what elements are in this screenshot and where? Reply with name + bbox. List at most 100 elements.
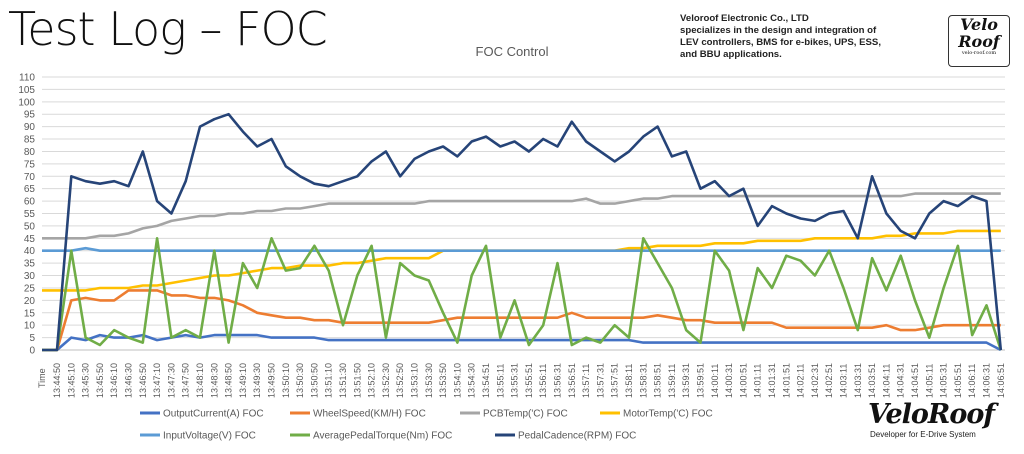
y-tick-label: 20 bbox=[24, 296, 36, 307]
y-tick-label: 70 bbox=[24, 172, 36, 183]
x-tick-label: 14:02:31 bbox=[810, 363, 820, 398]
x-tick-label: 13:52:30 bbox=[381, 363, 391, 398]
x-tick-label: 14:04:51 bbox=[910, 363, 920, 398]
x-tick-label: 13:55:31 bbox=[510, 363, 520, 398]
x-tick-label: 14:05:51 bbox=[953, 363, 963, 398]
x-tick-label: 13:57:51 bbox=[610, 363, 620, 398]
y-tick-label: 45 bbox=[24, 234, 36, 245]
x-tick-label: 13:45:30 bbox=[81, 363, 91, 398]
company-description: Veloroof Electronic Co., LTD specializes… bbox=[680, 13, 881, 61]
y-tick-label: 25 bbox=[24, 283, 36, 294]
x-tick-label: 13:56:51 bbox=[567, 363, 577, 398]
x-tick-label: 13:58:31 bbox=[638, 363, 648, 398]
x-tick-label: 14:01:31 bbox=[767, 363, 777, 398]
y-tick-label: 55 bbox=[24, 209, 36, 220]
x-tick-label: 13:52:50 bbox=[395, 363, 405, 398]
veloroof-logo-boxed: Velo Roof velo-roof.com bbox=[948, 15, 1010, 67]
x-tick-label: 13:59:11 bbox=[667, 364, 677, 398]
x-tick-label: 13:47:30 bbox=[166, 363, 176, 398]
x-tick-label: 13:59:31 bbox=[681, 363, 691, 398]
y-tick-label: 85 bbox=[24, 135, 36, 146]
x-tick-label: 13:46:30 bbox=[124, 363, 134, 398]
x-tick-label: 13:45:50 bbox=[95, 363, 105, 398]
x-tick-label: 14:03:11 bbox=[839, 364, 849, 398]
x-tick-label: 14:00:51 bbox=[738, 363, 748, 398]
logo-url: velo-roof.com bbox=[961, 50, 997, 56]
y-tick-label: 0 bbox=[29, 346, 35, 357]
x-tick-label: 13:53:50 bbox=[438, 363, 448, 398]
x-tick-label: 13:58:11 bbox=[624, 364, 634, 398]
x-tick-label: 13:48:30 bbox=[209, 363, 219, 398]
x-tick-label: 14:00:11 bbox=[710, 364, 720, 398]
x-tick-label: 13:56:31 bbox=[553, 363, 563, 398]
series-line-motortemp-c-foc bbox=[41, 229, 1001, 292]
x-tick-label: 14:06:31 bbox=[982, 363, 992, 398]
y-tick-label: 110 bbox=[19, 73, 35, 84]
legend-label: AveragePedalTorque(Nm) FOC bbox=[313, 431, 452, 442]
x-tick-label: 13:46:50 bbox=[138, 363, 148, 398]
x-tick-label: 14:01:51 bbox=[781, 363, 791, 398]
x-tick-label: 14:04:31 bbox=[896, 363, 906, 398]
x-tick-label: 13:54:51 bbox=[481, 363, 491, 398]
company-line: specializes in the design and integratio… bbox=[680, 25, 877, 36]
y-tick-label: 5 bbox=[29, 333, 35, 344]
y-tick-label: 90 bbox=[24, 122, 36, 133]
x-tick-label: 13:53:10 bbox=[410, 363, 420, 398]
company-line: Veloroof Electronic Co., LTD bbox=[680, 13, 809, 24]
x-axis-label: Time bbox=[37, 368, 47, 388]
y-tick-label: 15 bbox=[24, 308, 36, 319]
y-tick-label: 60 bbox=[24, 197, 36, 208]
x-tick-label: 13:56:11 bbox=[538, 364, 548, 398]
x-tick-label: 14:04:11 bbox=[881, 364, 891, 398]
x-tick-label: 13:58:51 bbox=[653, 363, 663, 398]
company-line: and BBU applications. bbox=[680, 49, 782, 60]
x-tick-label: 13:49:30 bbox=[252, 363, 262, 398]
x-tick-label: 13:54:30 bbox=[467, 363, 477, 398]
legend-label: PedalCadence(RPM) FOC bbox=[518, 431, 636, 442]
legend-label: OutputCurrent(A) FOC bbox=[163, 409, 264, 420]
x-tick-label: 13:53:30 bbox=[424, 363, 434, 398]
x-tick-label: 13:57:11 bbox=[581, 364, 591, 398]
series-line-pcbtemp-c-foc bbox=[41, 192, 1001, 240]
x-tick-label: 14:03:51 bbox=[867, 363, 877, 398]
x-tick-label: 14:05:11 bbox=[924, 364, 934, 398]
series-line-averagepedaltorque-nm-foc bbox=[42, 237, 1003, 352]
x-tick-label: 13:49:50 bbox=[267, 363, 277, 398]
series-line-pedalcadence-rpm-foc bbox=[42, 112, 1003, 352]
x-tick-label: 13:57:31 bbox=[595, 363, 605, 398]
y-tick-label: 95 bbox=[24, 110, 36, 121]
x-tick-label: 14:03:31 bbox=[853, 363, 863, 398]
legend-label: PCBTemp('C) FOC bbox=[483, 409, 568, 420]
y-tick-label: 105 bbox=[18, 85, 35, 96]
y-tick-label: 65 bbox=[24, 184, 36, 195]
company-line: LEV controllers, BMS for e-bikes, UPS, E… bbox=[680, 37, 881, 48]
y-tick-label: 75 bbox=[24, 159, 36, 170]
x-tick-label: 13:44:50 bbox=[52, 363, 62, 398]
logo-text: VeloRoof bbox=[868, 399, 995, 430]
legend-label: WheelSpeed(KM/H) FOC bbox=[313, 409, 426, 420]
x-tick-label: 13:50:10 bbox=[281, 363, 291, 398]
x-tick-label: 14:05:31 bbox=[939, 363, 949, 398]
y-tick-label: 35 bbox=[24, 259, 36, 270]
x-tick-label: 14:06:51 bbox=[996, 363, 1006, 398]
x-tick-label: 13:54:10 bbox=[452, 363, 462, 398]
x-tick-label: 13:48:10 bbox=[195, 363, 205, 398]
x-tick-label: 14:01:11 bbox=[753, 364, 763, 398]
y-tick-label: 30 bbox=[24, 271, 36, 282]
x-tick-label: 13:48:50 bbox=[224, 363, 234, 398]
y-tick-label: 100 bbox=[18, 97, 35, 108]
x-tick-label: 14:02:11 bbox=[796, 364, 806, 398]
series-line-wheelspeed-km-h-foc bbox=[42, 289, 1001, 352]
x-tick-label: 13:52:10 bbox=[367, 363, 377, 398]
series-line-outputcurrent-a-foc bbox=[42, 333, 1002, 352]
veloroof-logo: VeloRoof Developer for E-Drive System bbox=[868, 399, 1008, 440]
legend-label: MotorTemp('C) FOC bbox=[623, 409, 713, 420]
x-tick-label: 13:50:50 bbox=[309, 363, 319, 398]
x-tick-label: 13:51:10 bbox=[324, 363, 334, 398]
x-tick-label: 13:55:11 bbox=[495, 364, 505, 398]
x-tick-label: 13:55:51 bbox=[524, 363, 534, 398]
x-tick-label: 13:47:50 bbox=[181, 363, 191, 398]
x-tick-label: 13:47:10 bbox=[152, 363, 162, 398]
x-tick-label: 13:46:10 bbox=[109, 363, 119, 398]
